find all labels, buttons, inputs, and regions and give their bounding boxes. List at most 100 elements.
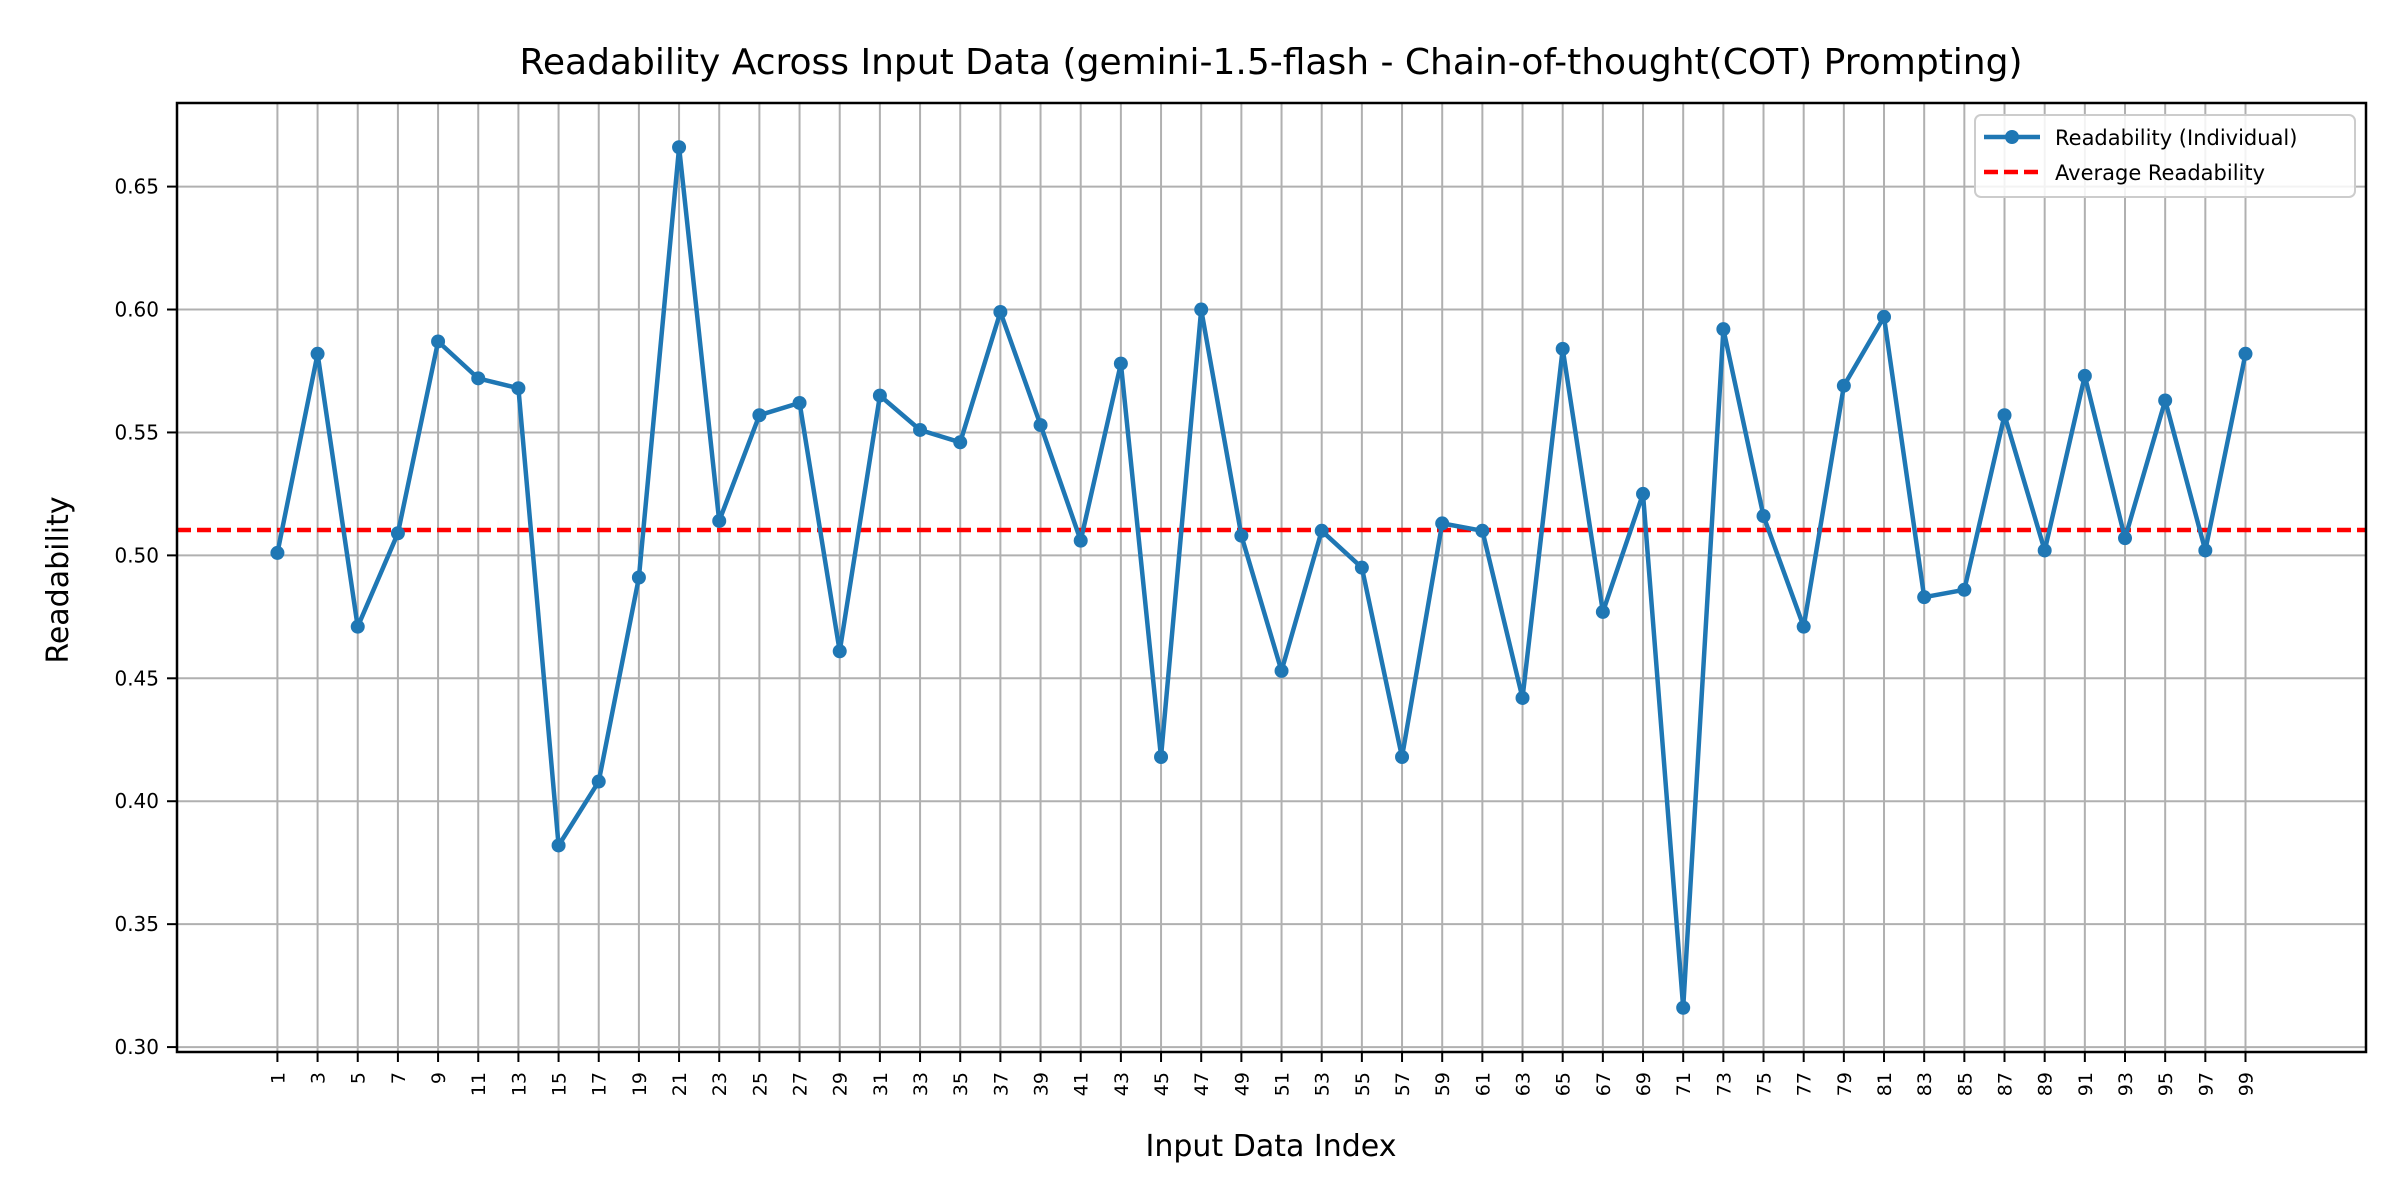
x-tick-label: 81 [1874, 1072, 1896, 1096]
x-tick-label: 27 [790, 1072, 812, 1096]
x-tick-label: 45 [1151, 1072, 1173, 1096]
data-point [1194, 302, 1209, 317]
data-point [631, 570, 646, 585]
x-tick-label: 69 [1633, 1072, 1655, 1096]
series-line [275, 145, 2248, 1010]
x-axis-label: Input Data Index [1146, 1129, 1397, 1164]
data-point [1033, 418, 1048, 433]
y-tick-label: 0.60 [114, 298, 159, 322]
data-point [2037, 543, 2052, 558]
x-tick-label: 65 [1553, 1072, 1575, 1096]
data-point [953, 435, 968, 450]
x-tick-label: 61 [1472, 1072, 1494, 1096]
data-point [1836, 378, 1851, 393]
x-tick-label: 91 [2075, 1072, 2097, 1096]
data-point [551, 838, 566, 853]
data-point [1274, 663, 1289, 678]
x-tick-label: 67 [1593, 1072, 1615, 1096]
x-tick-label: 33 [910, 1072, 932, 1096]
x-tick-label: 11 [468, 1072, 490, 1096]
x-tick-label: 87 [1995, 1072, 2017, 1096]
y-tick-label: 0.65 [114, 175, 159, 199]
data-point [2118, 531, 2133, 546]
y-tick-label: 0.40 [114, 789, 159, 813]
data-point [591, 774, 606, 789]
axes-layer [175, 101, 2368, 1054]
x-tick-label: 15 [549, 1072, 571, 1096]
data-point [2198, 543, 2213, 558]
data-point [913, 422, 928, 437]
x-tick-label: 37 [990, 1072, 1012, 1096]
data-point [672, 140, 687, 155]
data-point [1154, 749, 1169, 764]
data-point [1395, 749, 1410, 764]
legend: Readability (Individual) Average Readabi… [1974, 114, 2356, 198]
data-point [1354, 560, 1369, 575]
y-tick-label: 0.55 [114, 420, 159, 444]
data-point [1595, 604, 1610, 619]
x-tick-label: 1 [267, 1072, 289, 1084]
data-point [1636, 486, 1651, 501]
x-axis-ticks: 1 3 5 7 9 11 13 15 17 19 21 23 25 27 29 31 33 35 37 39 41 43 4… [267, 1052, 2258, 1096]
data-point [390, 526, 405, 541]
y-tick-label: 0.35 [114, 912, 159, 936]
x-tick-label: 77 [1794, 1072, 1816, 1096]
data-point [1756, 509, 1771, 524]
x-tick-label: 83 [1914, 1072, 1936, 1096]
data-point [1957, 582, 1972, 597]
x-tick-label: 95 [2155, 1072, 2177, 1096]
x-tick-label: 21 [669, 1072, 691, 1096]
x-tick-label: 55 [1352, 1072, 1374, 1096]
x-tick-label: 31 [870, 1072, 892, 1096]
x-tick-label: 89 [2035, 1072, 2057, 1096]
data-point [471, 371, 486, 386]
x-tick-label: 85 [1954, 1072, 1976, 1096]
y-tick-label: 0.30 [114, 1035, 159, 1059]
data-point [1917, 590, 1932, 605]
data-point [1997, 408, 2012, 423]
data-point [2238, 346, 2253, 361]
x-tick-label: 43 [1111, 1072, 1133, 1096]
data-point [1234, 528, 1249, 543]
data-point [511, 381, 526, 396]
x-tick-label: 5 [348, 1072, 370, 1084]
x-tick-label: 7 [388, 1072, 410, 1084]
x-tick-label: 57 [1392, 1072, 1414, 1096]
x-tick-label: 51 [1272, 1072, 1294, 1096]
x-tick-label: 99 [2236, 1072, 2258, 1096]
data-point [350, 619, 365, 634]
y-tick-label: 0.50 [114, 543, 159, 567]
data-point [1314, 523, 1329, 538]
data-point [752, 408, 767, 423]
data-point [2158, 393, 2173, 408]
x-tick-label: 23 [709, 1072, 731, 1096]
x-tick-label: 47 [1191, 1072, 1213, 1096]
data-point [431, 334, 446, 349]
x-tick-label: 19 [629, 1072, 651, 1096]
data-point [1113, 356, 1128, 371]
y-axis-ticks: 0.30 0.35 0.40 0.45 0.50 0.55 0.60 0.65 [114, 175, 177, 1059]
data-point [1716, 322, 1731, 337]
data-point [1435, 516, 1450, 531]
x-tick-label: 3 [308, 1072, 330, 1084]
x-tick-label: 59 [1432, 1072, 1454, 1096]
y-axis-label: Readability [41, 496, 76, 663]
data-point [1515, 690, 1530, 705]
x-tick-label: 29 [830, 1072, 852, 1096]
plot-frame [175, 101, 2368, 1054]
data-point [993, 304, 1008, 319]
x-tick-label: 93 [2115, 1072, 2137, 1096]
data-point [872, 388, 887, 403]
data-point [792, 395, 807, 410]
x-tick-label: 73 [1713, 1072, 1735, 1096]
x-tick-label: 17 [589, 1072, 611, 1096]
data-point [1676, 1000, 1691, 1015]
x-tick-label: 41 [1071, 1072, 1093, 1096]
data-point [1073, 533, 1088, 548]
x-tick-label: 25 [749, 1072, 771, 1096]
x-tick-label: 97 [2195, 1072, 2217, 1096]
x-tick-label: 13 [508, 1072, 530, 1096]
data-point [1877, 309, 1892, 324]
legend-series-marker [2005, 130, 2019, 144]
